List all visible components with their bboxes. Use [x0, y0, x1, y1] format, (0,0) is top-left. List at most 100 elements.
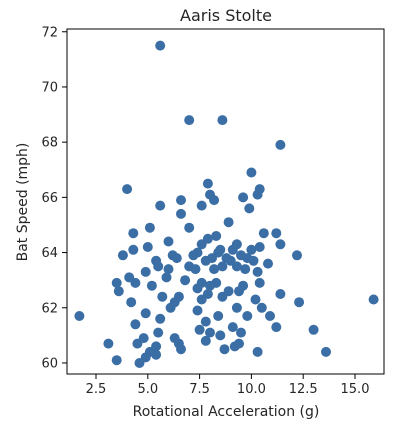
data-point — [128, 244, 139, 255]
data-point — [192, 283, 203, 294]
data-point — [163, 236, 174, 247]
data-point — [126, 297, 137, 308]
data-point — [217, 261, 228, 272]
data-point — [165, 302, 176, 313]
y-tick-label: 64 — [41, 246, 58, 261]
y-axis-ticks: 60 62 64 66 68 70 72 — [41, 25, 67, 371]
data-point — [196, 294, 207, 305]
data-point — [263, 258, 273, 269]
data-point — [113, 286, 124, 297]
data-point — [275, 139, 286, 150]
data-point — [292, 250, 302, 261]
data-point — [265, 311, 275, 321]
x-tick-label: 12.5 — [289, 382, 318, 397]
data-point — [176, 195, 186, 206]
data-point — [200, 316, 211, 327]
data-point — [140, 266, 151, 277]
data-point — [275, 239, 286, 250]
data-point — [202, 178, 213, 189]
data-point — [275, 289, 286, 299]
x-tick-label: 15.0 — [341, 382, 370, 397]
plot-frame — [66, 28, 385, 375]
data-point — [240, 264, 251, 275]
data-point — [242, 311, 253, 321]
data-point — [209, 264, 220, 275]
data-point — [205, 280, 215, 291]
data-point — [258, 228, 269, 239]
y-tick-label: 72 — [41, 25, 58, 40]
data-point — [111, 277, 122, 288]
data-point — [321, 346, 331, 357]
data-point — [211, 231, 222, 241]
data-point — [140, 308, 151, 319]
data-point — [184, 222, 195, 233]
data-point — [252, 346, 263, 357]
data-point — [219, 344, 230, 355]
data-point — [213, 247, 224, 258]
data-point — [234, 338, 244, 349]
data-point — [111, 355, 122, 366]
data-point — [163, 264, 174, 275]
data-point — [200, 255, 211, 266]
data-point — [246, 244, 257, 255]
x-tick-label: 10.0 — [237, 382, 266, 397]
x-axis-ticks: 2.5 5.0 7.5 10.0 12.5 15.0 — [86, 374, 370, 397]
data-point — [254, 277, 265, 288]
data-point — [171, 253, 182, 264]
data-point — [157, 291, 168, 302]
data-point — [153, 327, 164, 338]
data-point — [271, 228, 282, 239]
data-point — [238, 192, 249, 203]
data-point — [246, 167, 257, 178]
data-point — [74, 311, 85, 321]
data-point — [196, 239, 207, 250]
y-tick-label: 62 — [41, 301, 58, 316]
x-tick-label: 7.5 — [189, 382, 210, 397]
data-point — [134, 358, 145, 368]
data-point — [256, 302, 267, 313]
data-point — [217, 291, 228, 302]
data-point — [190, 264, 201, 275]
data-point — [144, 222, 155, 233]
data-point — [192, 247, 203, 258]
data-point — [244, 203, 255, 214]
y-tick-label: 60 — [41, 356, 58, 371]
data-point — [122, 184, 133, 195]
data-point — [205, 327, 215, 338]
data-point — [130, 319, 141, 330]
data-point — [196, 200, 207, 211]
data-point — [184, 115, 195, 126]
data-point — [128, 228, 139, 239]
data-point — [155, 313, 166, 324]
data-point — [271, 322, 282, 333]
data-point — [192, 305, 203, 316]
data-point — [252, 266, 263, 277]
data-point — [130, 277, 141, 288]
data-point — [180, 275, 191, 286]
data-point — [209, 195, 220, 206]
data-points — [74, 40, 379, 368]
data-point — [200, 335, 211, 346]
data-point — [176, 344, 186, 355]
data-point — [252, 189, 263, 200]
data-point — [132, 338, 143, 349]
data-point — [151, 349, 162, 360]
data-point — [103, 338, 114, 349]
data-point — [250, 294, 261, 305]
data-point — [213, 311, 224, 321]
y-tick-label: 70 — [41, 80, 58, 95]
y-tick-label: 68 — [41, 136, 58, 151]
data-point — [227, 322, 238, 333]
data-point — [234, 286, 244, 297]
data-point — [176, 208, 186, 219]
y-tick-label: 66 — [41, 191, 58, 206]
data-point — [227, 244, 238, 255]
data-point — [217, 115, 228, 126]
data-point — [223, 217, 234, 228]
data-point — [254, 242, 265, 252]
y-axis-label: Bat Speed (mph) — [15, 143, 31, 262]
data-point — [155, 40, 166, 51]
data-point — [153, 261, 164, 272]
